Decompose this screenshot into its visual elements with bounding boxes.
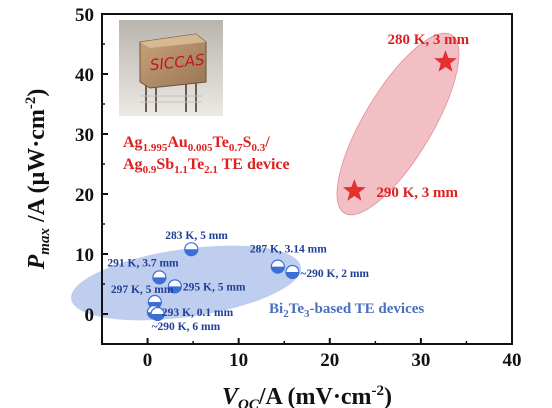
bi2te3-point-label: 295 K, 5 mm <box>183 281 246 293</box>
y-tick-label: 20 <box>75 185 94 206</box>
device-photo: SICCAS <box>119 20 223 116</box>
x-tick-label: 20 <box>320 350 339 371</box>
y-tick-label: 30 <box>75 125 94 146</box>
bi2te3-point-label: 297 K, 5 mm <box>111 284 174 296</box>
ag-device-region <box>336 32 460 216</box>
bi2te3-point-label: ~290 K, 6 mm <box>152 321 221 333</box>
device-label-line1: Ag1.995Au0.005Te0.7S0.3/ <box>123 134 270 154</box>
bi2te3-point <box>285 264 300 280</box>
y-tick-label: 50 <box>75 5 94 26</box>
bi2te3-point <box>152 270 167 285</box>
axis-ticks <box>101 13 513 345</box>
x-tick-label: 30 <box>411 350 430 371</box>
tick-labels: 0 10 20 30 40 0 10 20 30 40 50 <box>75 5 522 371</box>
photo-text: SICCAS <box>149 51 206 75</box>
ag-device-star <box>434 50 457 72</box>
device-label-line2: Ag0.9Sb1.1Te2.1 TE device <box>123 156 290 176</box>
bi2te3-region-label: Bi2Te3-based TE devices <box>269 301 424 320</box>
y-tick-label: 0 <box>85 305 95 326</box>
bi2te3-point-label: 283 K, 5 mm <box>165 230 228 242</box>
bi2te3-point <box>167 279 182 294</box>
bi2te3-point-label: 293 K, 0.1 mm <box>162 307 234 319</box>
x-tick-label: 40 <box>503 350 522 371</box>
point-labels: 283 K, 5 mm 291 K, 3.7 mm 295 K, 5 mm 297 K… <box>107 32 469 333</box>
x-tick-label: 10 <box>229 350 248 371</box>
x-tick-label: 0 <box>143 350 153 371</box>
y-axis-title: Pmax /A (μW·cm-2) <box>23 89 53 271</box>
data-points <box>146 50 457 322</box>
bi2te3-point <box>184 242 199 257</box>
x-axis-title: VOC/A (mV·cm-2) <box>222 383 392 408</box>
bi2te3-region <box>71 245 301 321</box>
bi2te3-point-label: ~290 K, 2 mm <box>300 268 369 280</box>
y-tick-label: 40 <box>75 65 94 86</box>
plot-frame <box>101 13 513 345</box>
bi2te3-point <box>150 306 165 322</box>
ag-device-point-label: 290 K, 3 mm <box>376 185 458 201</box>
bi2te3-point-label: 291 K, 3.7 mm <box>107 257 179 269</box>
ag-device-point-label: 280 K, 3 mm <box>387 32 469 48</box>
bi2te3-point-label: 287 K, 3.14 mm <box>250 244 327 256</box>
bi2te3-point <box>270 259 285 274</box>
ag-device-star <box>342 179 366 201</box>
y-tick-label: 10 <box>75 245 94 266</box>
